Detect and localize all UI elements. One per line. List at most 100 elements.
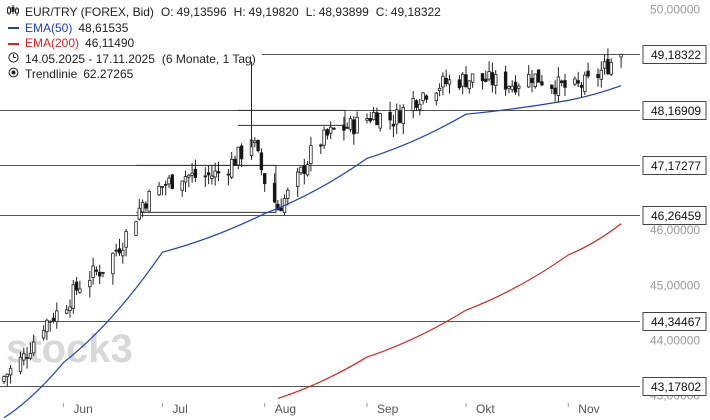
candle-body (22, 353, 26, 361)
candle-body (414, 100, 419, 108)
candle-body (147, 190, 151, 212)
candle-body (533, 73, 537, 88)
legend-ema200-row: EMA(200) 46,11490 (6, 36, 441, 52)
candle-body (94, 269, 99, 272)
candle-body (193, 168, 198, 178)
candle-body (206, 172, 211, 176)
candle-body (163, 183, 168, 186)
legend-instrument-row: EUR/TRY (FOREX, Bid) O: 49,13596 H: 49,1… (6, 5, 441, 21)
candle-body (226, 173, 231, 176)
candle-body (134, 221, 138, 236)
candle-body (328, 126, 333, 134)
candle-body (527, 73, 531, 88)
candle-body (401, 107, 405, 125)
candle-body (560, 80, 564, 84)
candle-body (540, 81, 544, 86)
candle-body (74, 281, 79, 291)
y-tick-label: 44,00000 (650, 334, 700, 348)
candle-body (388, 111, 392, 121)
candle-body (32, 341, 36, 354)
chart-legend: EUR/TRY (FOREX, Bid) O: 49,13596 H: 49,1… (6, 5, 441, 83)
candle-body (378, 113, 382, 129)
candle-body (553, 87, 557, 95)
ema200-label: EMA(200) (25, 36, 80, 50)
open-value: 49,13596 (176, 5, 227, 19)
close-value: 49,18322 (390, 5, 441, 19)
price-level-box (642, 206, 707, 225)
candle-body (170, 174, 174, 189)
candle-body (398, 110, 402, 123)
candle-body (602, 61, 607, 69)
candle-body (124, 231, 128, 248)
candle-body (460, 73, 465, 87)
candle-body (229, 159, 234, 178)
x-tick-label: Okt (476, 402, 495, 416)
candle-body (536, 69, 541, 83)
candle-body (583, 74, 587, 92)
support-zones (136, 109, 346, 213)
ema50-label: EMA(50) (25, 20, 73, 35)
candle-body (71, 284, 75, 309)
open-label: O: (160, 5, 174, 19)
x-tick-label: Nov (578, 402, 599, 416)
instrument-name: EUR/TRY (FOREX, Bid) (25, 5, 154, 19)
candle-body (530, 77, 534, 84)
legend-ema50-row: EMA(50) 48,61535 (6, 21, 441, 37)
candle-body (299, 166, 303, 174)
ema50-value: 48,61535 (78, 20, 129, 35)
trendline-value: 62.27265 (83, 67, 134, 81)
price-level-box (642, 45, 707, 64)
candle-body (484, 78, 488, 82)
candle-body (91, 265, 95, 278)
candle-body (256, 139, 260, 152)
candle-body (365, 118, 369, 121)
candle-body (444, 77, 448, 84)
candle-body (160, 185, 165, 188)
candle-body (236, 146, 240, 166)
ema200-line (277, 223, 622, 400)
candle-body (332, 127, 336, 130)
candle-body (355, 116, 359, 134)
candle-body (286, 189, 290, 199)
price-level-label: 43,17802 (651, 380, 701, 394)
watermark: stock3 (6, 327, 133, 371)
candle-body (305, 164, 310, 176)
candle-body (233, 158, 237, 166)
candle-body (490, 72, 495, 86)
date-range: 14.05.2025 - 17.11.2025 (25, 51, 155, 66)
candle-body (434, 92, 438, 102)
x-axis: Jun Jul Aug Sep Okt Nov (62, 402, 600, 416)
price-level-label: 46,26459 (651, 209, 701, 223)
price-level-label: 44,34467 (651, 315, 701, 329)
candle-body (371, 112, 376, 121)
candle-body (421, 92, 425, 102)
candle-body (345, 126, 349, 129)
candle-body (98, 271, 102, 277)
candle-body (437, 87, 442, 91)
trendline-label: Trendlinie (25, 67, 78, 81)
candlestick-icon (6, 5, 20, 21)
candle-body (322, 129, 326, 146)
candle-body (464, 74, 468, 88)
candle-body (394, 109, 399, 125)
candle-body (2, 376, 6, 382)
price-level-label: 48,16909 (651, 104, 701, 118)
support-zone (237, 109, 346, 126)
candle-body (368, 117, 372, 122)
candle-body (503, 71, 508, 90)
candle-body (550, 84, 554, 89)
candle-body (88, 280, 92, 288)
candle-body (144, 203, 148, 209)
support-zone (136, 164, 277, 213)
candle-body (25, 357, 29, 359)
y-tick-label: 46,00000 (650, 223, 700, 237)
candle-body (563, 80, 567, 88)
candle-body (68, 306, 72, 311)
candle-body (457, 79, 462, 89)
candle-body (447, 79, 452, 85)
price-level-box (642, 312, 707, 331)
candle-body (65, 309, 69, 314)
candle-body (375, 112, 379, 126)
candle-body (45, 319, 49, 333)
ema50-swatch (7, 27, 19, 30)
